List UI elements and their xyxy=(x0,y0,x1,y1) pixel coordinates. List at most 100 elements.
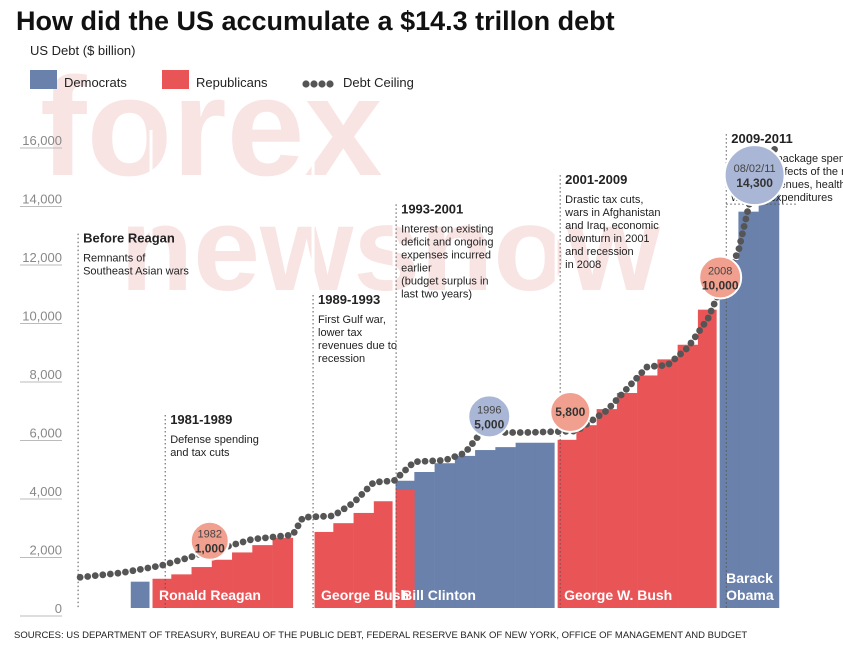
bar-republicans-2005 xyxy=(637,375,658,608)
president-label: Obama xyxy=(726,587,774,603)
bar-democrats-1998 xyxy=(495,447,516,608)
bar-republicans-1986 xyxy=(252,545,273,608)
bar-republicans-1982 xyxy=(171,574,192,608)
y-tick-label: 16,000 xyxy=(22,133,62,148)
annotation-text: and recession xyxy=(565,246,634,258)
callout-year: 2008 xyxy=(708,265,732,277)
bars xyxy=(130,130,780,609)
debt-ceiling-dot xyxy=(269,533,277,541)
annotation-text: and Iraq, economic xyxy=(565,220,659,232)
debt-ceiling-dot xyxy=(188,553,196,561)
callout-value: 5,800 xyxy=(555,405,585,419)
debt-ceiling-dot xyxy=(671,355,679,363)
debt-ceiling-dot xyxy=(547,428,555,436)
bar-republicans-1981 xyxy=(151,578,172,608)
debt-ceiling-dot xyxy=(407,461,415,469)
debt-ceiling-dot xyxy=(340,505,348,513)
callout-value: 10,000 xyxy=(702,278,739,292)
bar-democrats-1994 xyxy=(414,471,435,608)
debt-ceiling-dot xyxy=(665,360,673,368)
debt-ceiling-dot xyxy=(173,557,181,565)
callout-bubble xyxy=(467,394,512,439)
debt-ceiling-dot xyxy=(320,512,327,520)
legend-dot xyxy=(302,80,310,88)
president-label: George Bush xyxy=(321,587,409,603)
debt-ceiling-dot xyxy=(436,457,444,464)
debt-ceiling-dot xyxy=(429,457,437,465)
legend-dot xyxy=(310,80,318,88)
y-tick-label: 2,000 xyxy=(29,543,62,558)
debt-ceiling-dot xyxy=(159,561,167,569)
legend: Democrats Republicans Debt Ceiling xyxy=(30,70,414,90)
bar-republicans-1990 xyxy=(333,523,354,608)
annotation-text: Interest on existing xyxy=(401,223,493,235)
legend-swatch-democrats xyxy=(30,70,57,89)
debt-ceiling-dot xyxy=(617,391,625,399)
debt-ceiling-dot xyxy=(710,300,718,308)
debt-ceiling-dot xyxy=(658,362,666,370)
debt-ceiling-dot xyxy=(298,515,306,523)
debt-ceiling-dot xyxy=(106,570,114,578)
bar-democrats-2011 xyxy=(758,157,780,609)
debt-ceiling-dot xyxy=(84,573,92,580)
debt-ceiling-dot xyxy=(122,568,129,576)
bar-republicans-1985 xyxy=(232,552,253,608)
debt-ceiling-dot xyxy=(369,480,376,488)
debt-ceiling-dot xyxy=(539,428,547,436)
legend-label: Democrats xyxy=(64,75,127,90)
debt-ceiling-dot xyxy=(358,491,366,498)
annotation-text: last two years) xyxy=(401,288,472,300)
debt-ceiling-dot xyxy=(643,363,651,371)
debt-ceiling-dot xyxy=(444,455,452,463)
annotation-text: deficit and ongoing xyxy=(401,236,493,248)
callout-value: 5,000 xyxy=(474,417,504,431)
bar-democrats-2000 xyxy=(535,442,557,608)
debt-ceiling-dot xyxy=(687,339,695,347)
debt-ceiling-dot xyxy=(677,350,684,358)
debt-ceiling-dot xyxy=(304,513,312,521)
chart-title: How did the US accumulate a $14.3 trillo… xyxy=(16,6,615,36)
debt-ceiling-dot xyxy=(347,501,354,509)
debt-ceiling-dot xyxy=(383,477,391,485)
bar-republicans-1989 xyxy=(313,531,334,608)
annotation-text: earlier xyxy=(401,262,432,274)
callout-value: 14,300 xyxy=(736,176,773,190)
callout-bubble xyxy=(698,255,743,300)
legend-swatch-republicans xyxy=(162,70,189,89)
debt-ceiling-dot xyxy=(294,522,302,530)
legend-dot xyxy=(318,80,326,88)
annotation-text: recession xyxy=(318,353,365,365)
debt-ceiling-dot xyxy=(740,223,748,230)
debt-ceiling-dot xyxy=(421,457,429,465)
annotation-heading: 1993-2001 xyxy=(401,201,463,216)
y-tick-label: 6,000 xyxy=(29,426,62,441)
bar-republicans-1993 xyxy=(394,489,415,608)
debt-ceiling-dot xyxy=(181,555,189,563)
debt-ceiling-dot xyxy=(290,528,298,536)
bar-democrats-1997 xyxy=(475,450,496,608)
bar-democrats-1996 xyxy=(454,455,476,608)
debt-ceiling-dot xyxy=(700,320,708,328)
annotation-text: First Gulf war, xyxy=(318,314,386,326)
bar-republicans-1992 xyxy=(373,501,395,608)
debt-ceiling-dot xyxy=(376,478,383,486)
legend-label: Republicans xyxy=(196,75,268,90)
legend-dot xyxy=(326,80,334,88)
president-label: George W. Bush xyxy=(564,587,672,603)
debt-ceiling-dot xyxy=(737,237,745,245)
debt-ceiling-dot xyxy=(735,245,743,253)
debt-ceiling-dot xyxy=(136,565,144,573)
bar-democrats-1980 xyxy=(130,581,152,608)
annotation-text: Southeast Asian wars xyxy=(83,266,189,278)
debt-ceiling-dot xyxy=(707,307,715,315)
callout-bubble xyxy=(723,144,786,207)
annotation-text: and tax cuts xyxy=(170,447,230,459)
annotation-text: in 2008 xyxy=(565,259,601,271)
y-tick-label: 10,000 xyxy=(22,309,62,324)
debt-ceiling-dot xyxy=(363,485,371,493)
y-tick-label: 4,000 xyxy=(29,484,62,499)
